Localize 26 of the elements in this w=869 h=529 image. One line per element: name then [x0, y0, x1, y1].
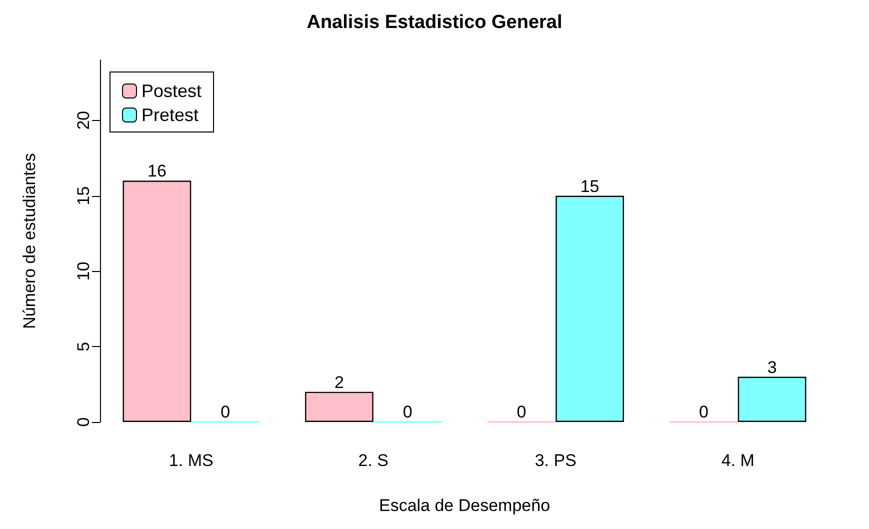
x-axis-title: Escala de Desempeño — [378, 496, 550, 515]
bar — [305, 392, 374, 422]
data-label: 0 — [698, 402, 708, 422]
x-tick-label: 4. M — [721, 451, 754, 470]
y-tick-label: 5 — [74, 342, 93, 352]
y-tick-label: 0 — [74, 417, 93, 427]
bar — [556, 196, 624, 422]
chart-title: Analisis Estadistico General — [306, 12, 562, 33]
legend-label: Pretest — [142, 105, 199, 125]
data-label: 2 — [334, 372, 344, 392]
y-tick-label: 20 — [74, 110, 93, 130]
data-label: 0 — [402, 402, 412, 422]
y-axis-title: Número de estudiantes — [20, 153, 39, 329]
legend-label: Postest — [142, 81, 202, 101]
data-label: 0 — [220, 402, 230, 422]
data-label: 0 — [516, 402, 526, 422]
bar — [122, 180, 192, 422]
y-tick-label: 15 — [74, 186, 93, 206]
data-label: 3 — [767, 358, 777, 377]
y-tick-label: 10 — [74, 262, 93, 281]
x-tick-label: 3. PS — [534, 451, 576, 470]
bar — [738, 376, 806, 422]
x-tick-label: 1. MS — [168, 451, 214, 470]
data-label: 16 — [147, 162, 166, 181]
data-label: 15 — [580, 176, 600, 196]
x-tick-label: 2. S — [358, 451, 388, 470]
